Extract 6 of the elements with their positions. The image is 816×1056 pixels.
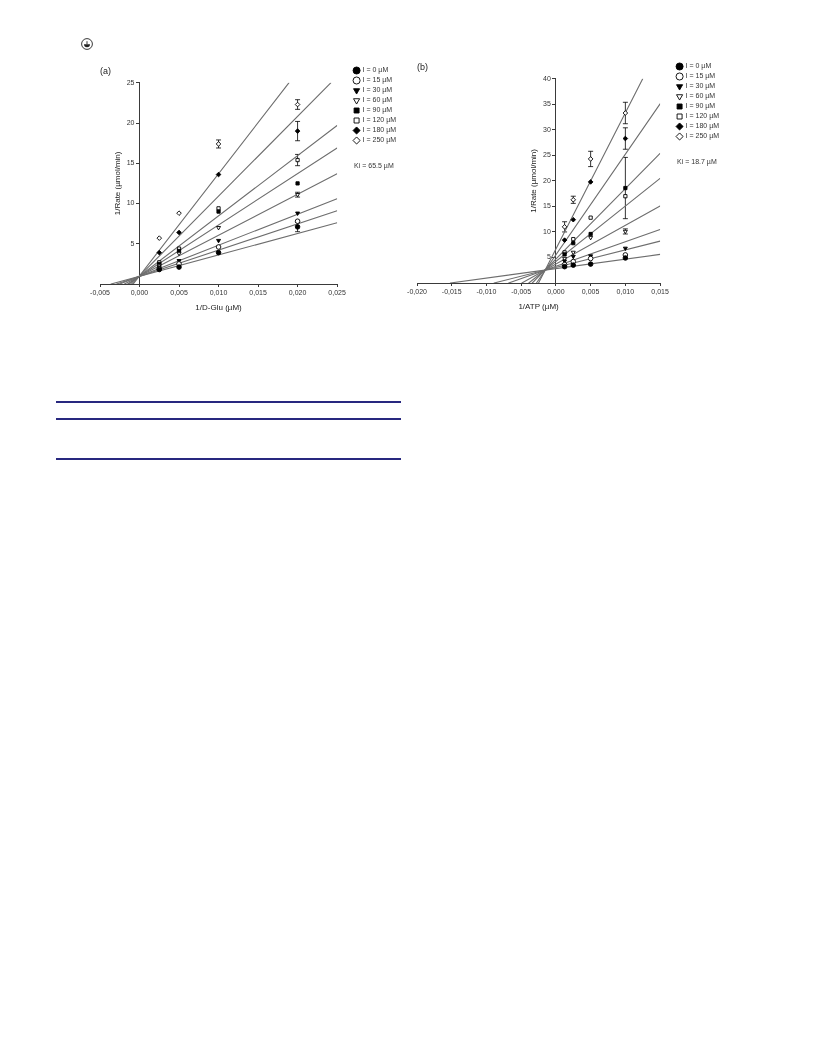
chart-title: (b)	[417, 61, 428, 72]
y-axis-title: 1/Rate (µmol/min)	[112, 151, 122, 216]
y-axis-title: 1/Rate (µmol/min)	[529, 148, 539, 213]
chart-title: (a)	[100, 65, 111, 76]
x-axis-title: 1/D-Glu (µM)	[195, 303, 243, 313]
x-axis-title: 1/ATP (µM)	[518, 302, 560, 312]
